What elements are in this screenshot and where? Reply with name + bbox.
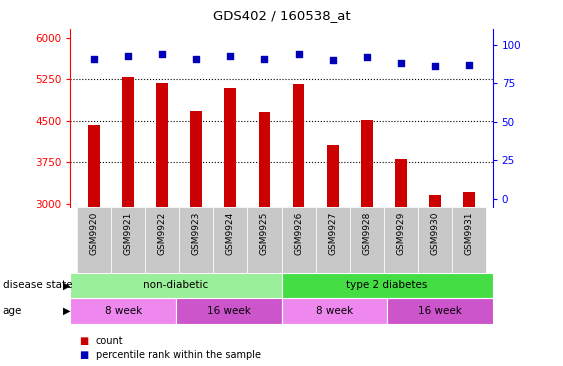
Point xyxy=(90,56,99,61)
Bar xyxy=(387,298,493,324)
Bar xyxy=(383,207,418,273)
Bar xyxy=(327,145,338,366)
Bar xyxy=(395,159,406,366)
Point xyxy=(362,54,371,60)
Point xyxy=(226,53,235,59)
Bar xyxy=(293,84,305,366)
Text: GSM9926: GSM9926 xyxy=(294,212,303,255)
Bar xyxy=(70,298,176,324)
Bar xyxy=(282,298,387,324)
Bar xyxy=(282,207,315,273)
Text: 8 week: 8 week xyxy=(316,306,353,316)
Point xyxy=(124,53,133,59)
Bar xyxy=(248,207,282,273)
Bar xyxy=(157,83,168,366)
Bar xyxy=(88,125,100,366)
Text: non-diabetic: non-diabetic xyxy=(144,280,208,291)
Text: percentile rank within the sample: percentile rank within the sample xyxy=(96,350,261,360)
Bar xyxy=(258,112,270,366)
Text: GSM9923: GSM9923 xyxy=(192,212,201,255)
Text: GSM9931: GSM9931 xyxy=(464,212,473,255)
Text: ■: ■ xyxy=(79,336,88,346)
Text: count: count xyxy=(96,336,123,346)
Point xyxy=(328,57,337,63)
Text: 16 week: 16 week xyxy=(418,306,462,316)
Text: GSM9928: GSM9928 xyxy=(362,212,371,255)
Point xyxy=(192,56,201,61)
Text: 16 week: 16 week xyxy=(207,306,251,316)
Bar xyxy=(190,111,202,366)
Text: GSM9930: GSM9930 xyxy=(430,212,439,255)
Text: GDS402 / 160538_at: GDS402 / 160538_at xyxy=(213,9,350,22)
Text: GSM9920: GSM9920 xyxy=(90,212,99,255)
Point xyxy=(294,51,303,57)
Bar xyxy=(418,207,452,273)
Text: ■: ■ xyxy=(79,350,88,360)
Bar xyxy=(282,273,493,298)
Bar xyxy=(176,298,282,324)
Point xyxy=(396,60,405,66)
Text: GSM9927: GSM9927 xyxy=(328,212,337,255)
Text: GSM9924: GSM9924 xyxy=(226,212,235,255)
Point xyxy=(464,62,473,68)
Text: GSM9929: GSM9929 xyxy=(396,212,405,255)
Bar xyxy=(111,207,145,273)
Point xyxy=(430,63,439,69)
Bar xyxy=(463,192,475,366)
Bar xyxy=(77,207,111,273)
Bar xyxy=(452,207,486,273)
Bar xyxy=(180,207,213,273)
Text: ▶: ▶ xyxy=(62,280,70,291)
Bar xyxy=(225,87,236,366)
Text: type 2 diabetes: type 2 diabetes xyxy=(346,280,428,291)
Bar xyxy=(213,207,248,273)
Text: GSM9921: GSM9921 xyxy=(124,212,133,255)
Bar xyxy=(122,77,134,366)
Bar xyxy=(70,273,282,298)
Point xyxy=(158,51,167,57)
Text: GSM9925: GSM9925 xyxy=(260,212,269,255)
Text: ▶: ▶ xyxy=(62,306,70,316)
Text: 8 week: 8 week xyxy=(105,306,142,316)
Bar xyxy=(361,120,373,366)
Bar xyxy=(429,195,441,366)
Text: GSM9922: GSM9922 xyxy=(158,212,167,255)
Bar xyxy=(315,207,350,273)
Point xyxy=(260,56,269,61)
Text: disease state: disease state xyxy=(3,280,72,291)
Text: age: age xyxy=(3,306,22,316)
Bar xyxy=(145,207,180,273)
Bar xyxy=(350,207,383,273)
